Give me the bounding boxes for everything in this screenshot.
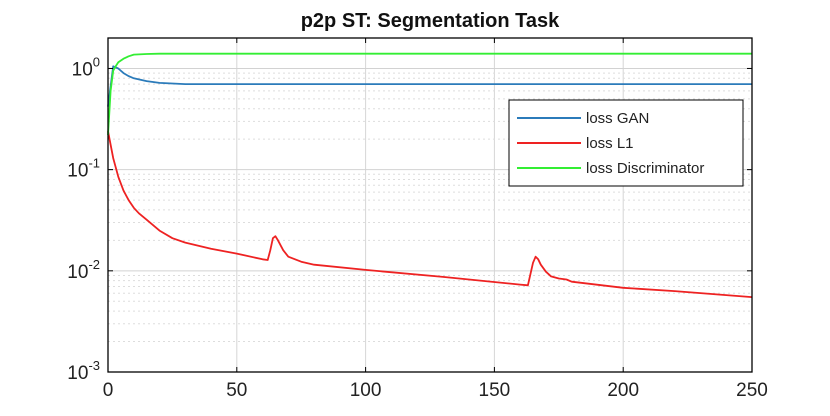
y-tick-label: 100 — [72, 54, 100, 80]
tick-layer: 0 50 100 150 200 250 100 10-1 10-2 10-3 — [67, 38, 768, 401]
legend-label: loss L1 — [586, 135, 634, 152]
x-tick-label: 50 — [226, 380, 247, 401]
series-line-loss-l1 — [107, 131, 753, 298]
legend: loss GAN loss L1 loss Discriminator — [508, 99, 744, 187]
x-tick-label: 150 — [479, 380, 511, 401]
legend-label: loss Discriminator — [586, 160, 704, 177]
series-line-loss-gan — [107, 65, 752, 107]
x-tick-label: 100 — [350, 380, 382, 401]
x-tick-label: 250 — [736, 380, 768, 401]
series-layer — [107, 52, 753, 298]
grid — [108, 37, 752, 372]
chart-title: p2p ST: Segmentation Task — [301, 10, 560, 32]
legend-label: loss GAN — [586, 110, 649, 127]
series-line-loss-discriminator — [107, 52, 752, 136]
x-tick-label: 0 — [103, 380, 114, 401]
plot-frame — [107, 37, 753, 373]
y-tick-label: 10-2 — [67, 257, 100, 283]
y-tick-label: 10-1 — [67, 156, 100, 182]
x-tick-label: 200 — [607, 380, 639, 401]
y-tick-label: 10-3 — [67, 358, 100, 384]
